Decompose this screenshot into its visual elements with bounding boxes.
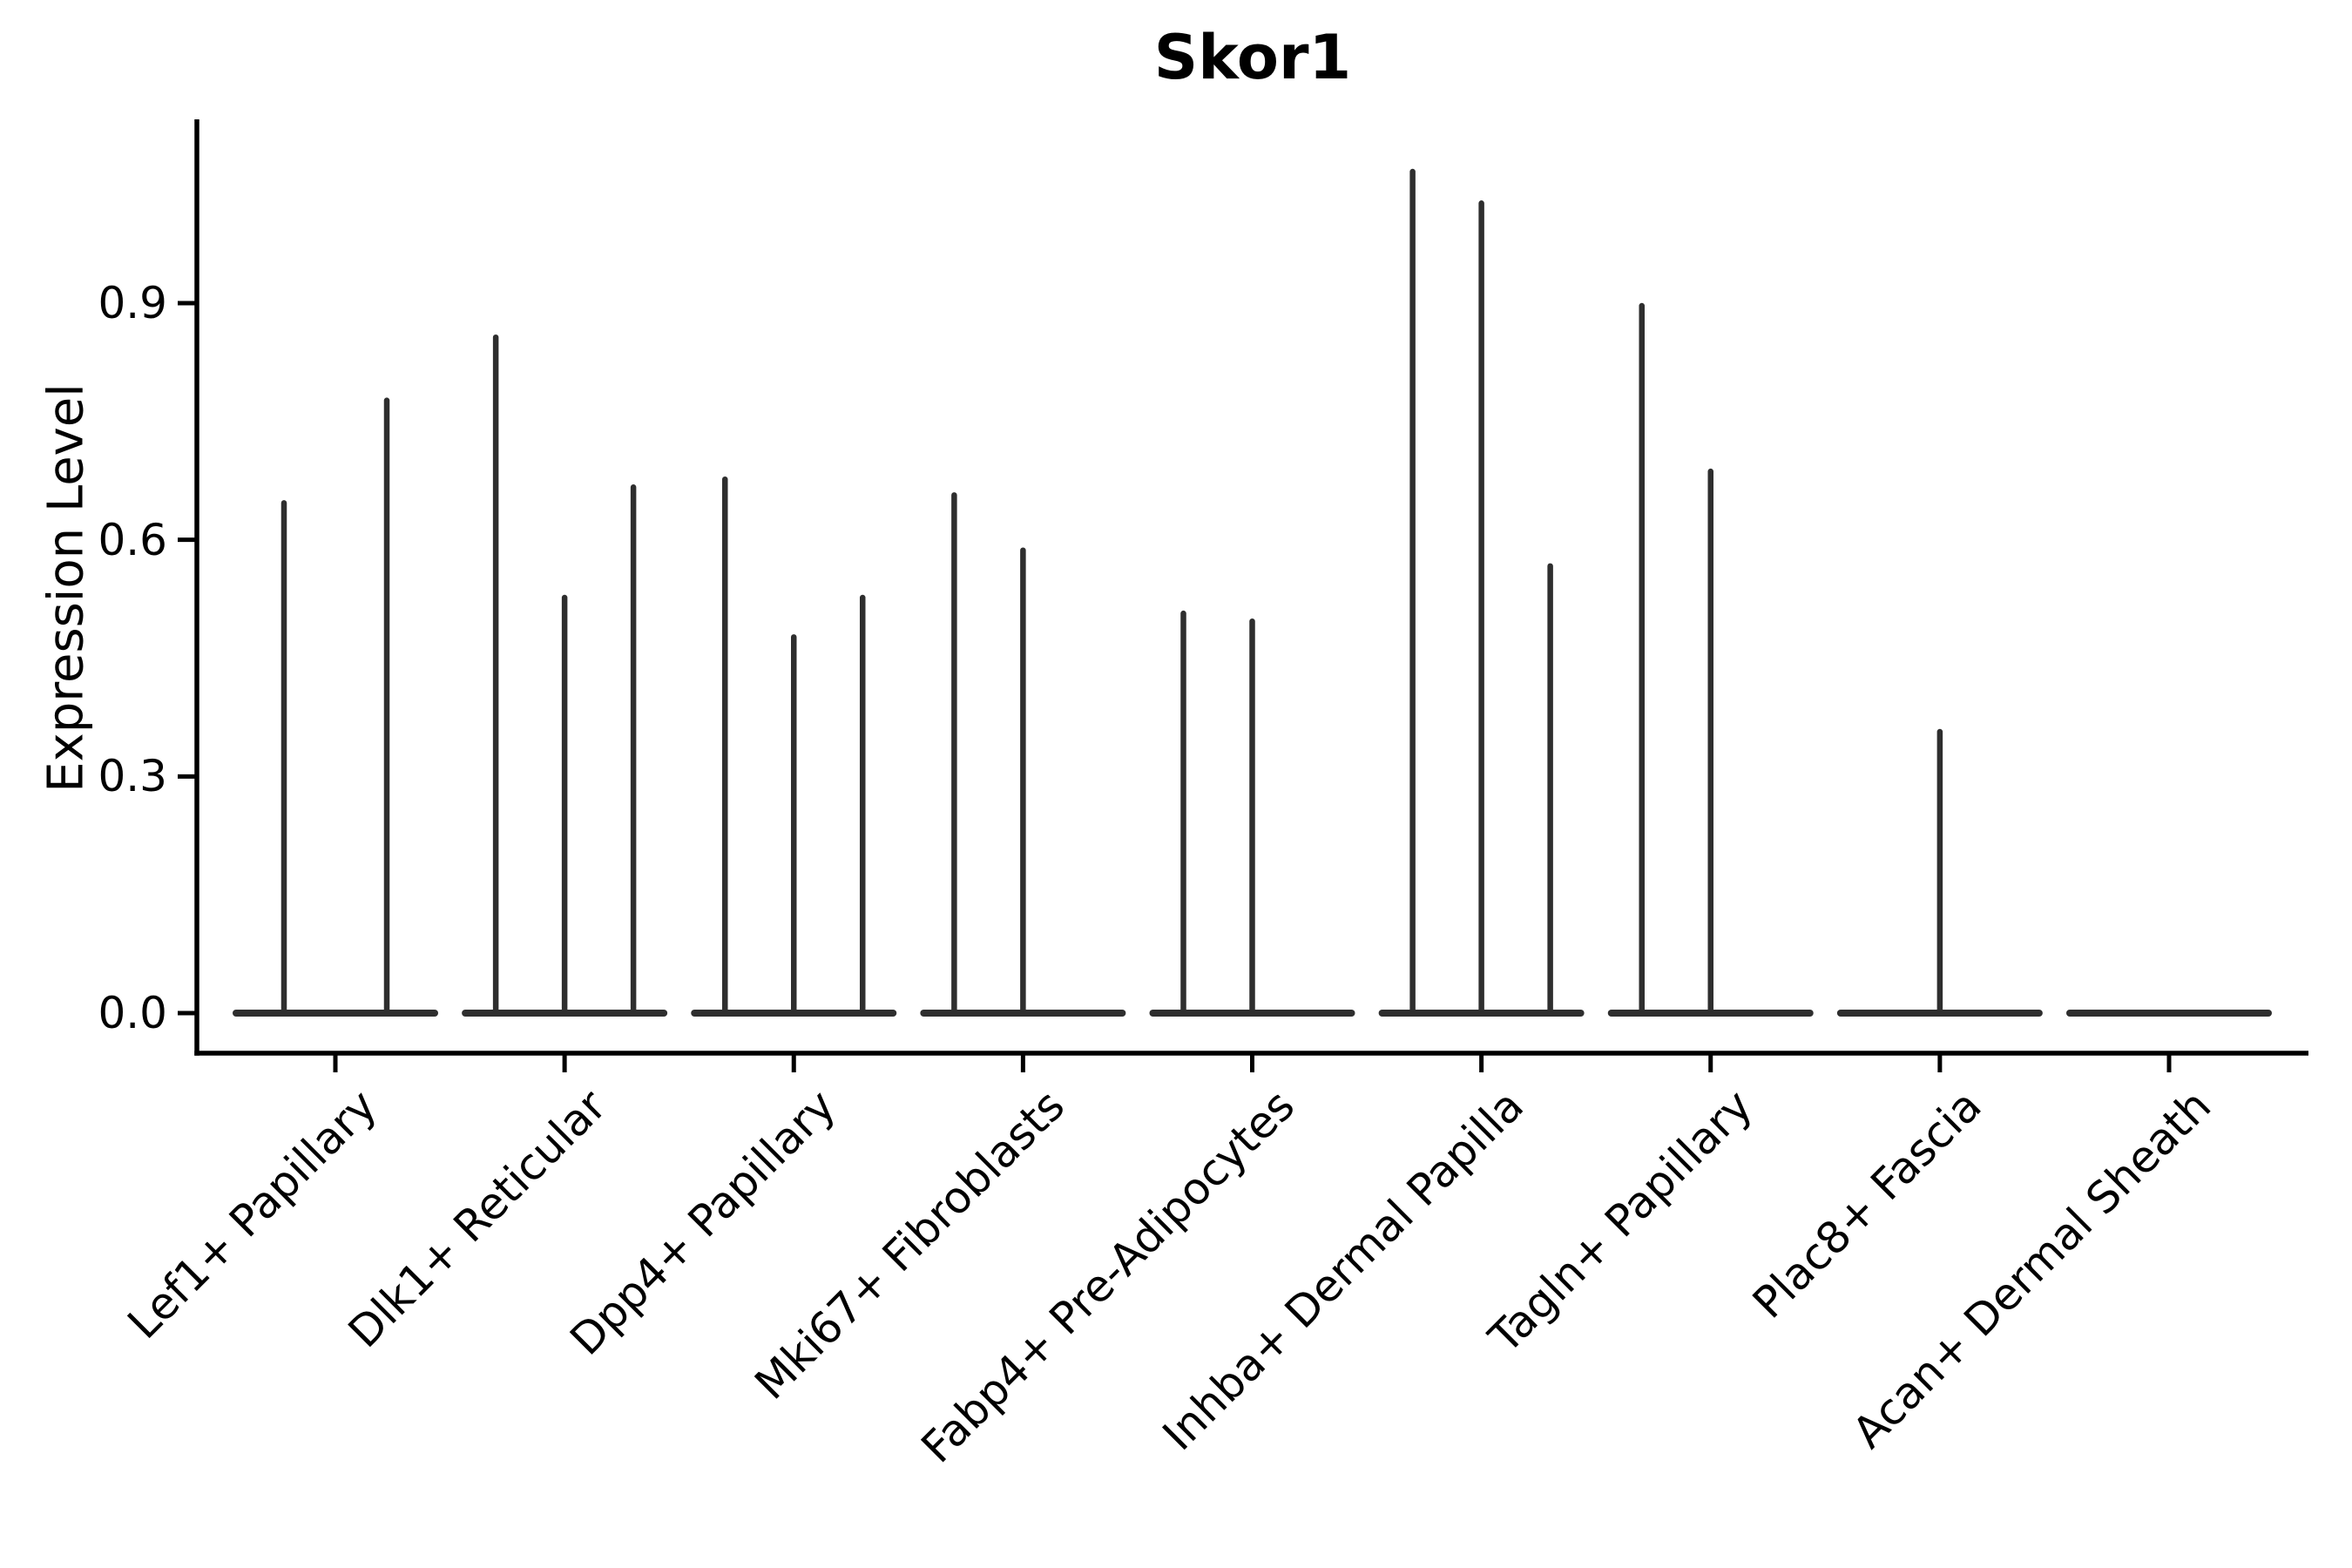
- y-tick-label: 0.3: [98, 751, 167, 802]
- y-axis-label: Expression Level: [37, 383, 95, 793]
- y-tick-label: 0.6: [98, 514, 167, 565]
- chart-title: Skor1: [1153, 22, 1352, 93]
- y-tick-label: 0.0: [98, 988, 167, 1038]
- y-tick-label: 0.9: [98, 277, 167, 328]
